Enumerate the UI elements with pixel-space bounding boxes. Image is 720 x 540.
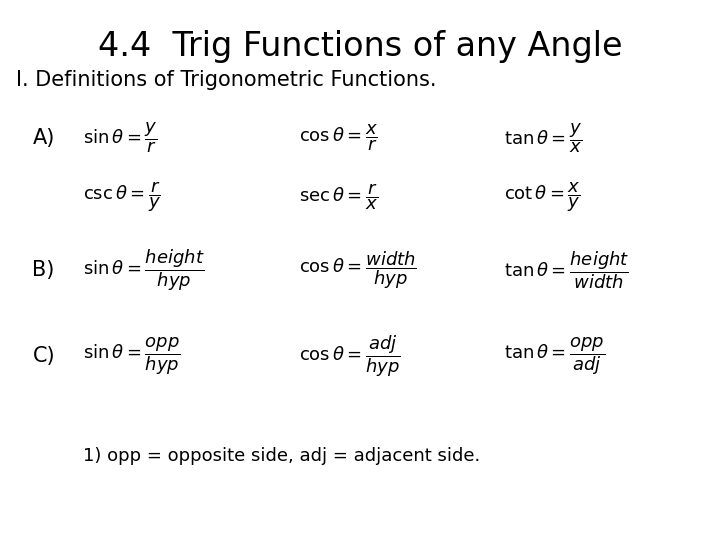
- Text: $\tan\theta = \dfrac{y}{x}$: $\tan\theta = \dfrac{y}{x}$: [504, 121, 582, 154]
- Text: $\sin\theta = \dfrac{y}{r}$: $\sin\theta = \dfrac{y}{r}$: [83, 120, 158, 155]
- Text: $\sin\theta = \dfrac{\mathit{height}}{\mathit{hyp}}$: $\sin\theta = \dfrac{\mathit{height}}{\m…: [83, 247, 204, 293]
- Text: $\cos\theta = \dfrac{x}{r}$: $\cos\theta = \dfrac{x}{r}$: [299, 123, 378, 153]
- Text: B): B): [32, 260, 55, 280]
- Text: $\cos\theta = \dfrac{\mathit{width}}{\mathit{hyp}}$: $\cos\theta = \dfrac{\mathit{width}}{\ma…: [299, 249, 417, 291]
- Text: I. Definitions of Trigonometric Functions.: I. Definitions of Trigonometric Function…: [16, 70, 436, 90]
- Text: 1) opp = opposite side, adj = adjacent side.: 1) opp = opposite side, adj = adjacent s…: [83, 447, 480, 465]
- Text: $\tan\theta = \dfrac{\mathit{opp}}{\mathit{adj}}$: $\tan\theta = \dfrac{\mathit{opp}}{\math…: [504, 335, 606, 377]
- Text: C): C): [32, 346, 55, 367]
- Text: $\cos\theta = \dfrac{\mathit{adj}}{\mathit{hyp}}$: $\cos\theta = \dfrac{\mathit{adj}}{\math…: [299, 334, 400, 379]
- Text: $\cot\theta = \dfrac{x}{y}$: $\cot\theta = \dfrac{x}{y}$: [504, 180, 581, 214]
- Text: 4.4  Trig Functions of any Angle: 4.4 Trig Functions of any Angle: [98, 30, 622, 63]
- Text: $\csc\theta = \dfrac{r}{y}$: $\csc\theta = \dfrac{r}{y}$: [83, 180, 161, 214]
- Text: $\sin\theta = \dfrac{\mathit{opp}}{\mathit{hyp}}$: $\sin\theta = \dfrac{\mathit{opp}}{\math…: [83, 335, 181, 377]
- Text: $\sec\theta = \dfrac{r}{x}$: $\sec\theta = \dfrac{r}{x}$: [299, 182, 378, 212]
- Text: $\tan\theta = \dfrac{\mathit{height}}{\mathit{width}}$: $\tan\theta = \dfrac{\mathit{height}}{\m…: [504, 249, 629, 291]
- Text: A): A): [32, 127, 55, 148]
